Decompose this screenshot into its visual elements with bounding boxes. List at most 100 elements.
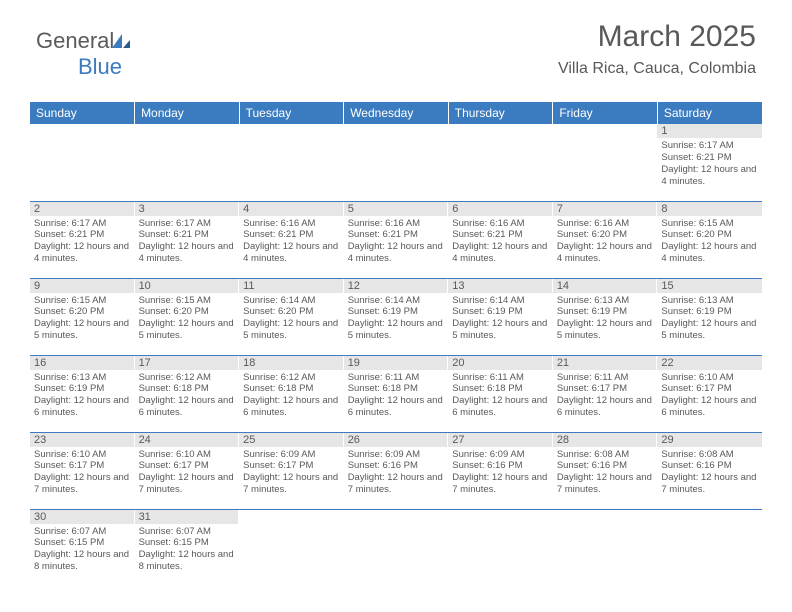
day-details: Sunrise: 6:08 AMSunset: 6:16 PMDaylight:… [553, 447, 658, 499]
day-cell: 23Sunrise: 6:10 AMSunset: 6:17 PMDayligh… [30, 432, 135, 509]
day-details: Sunrise: 6:14 AMSunset: 6:19 PMDaylight:… [344, 293, 449, 345]
weekday-wednesday: Wednesday [344, 102, 449, 124]
day-cell: 20Sunrise: 6:11 AMSunset: 6:18 PMDayligh… [448, 355, 553, 432]
day-details: Sunrise: 6:14 AMSunset: 6:19 PMDaylight:… [448, 293, 553, 345]
day-cell: 26Sunrise: 6:09 AMSunset: 6:16 PMDayligh… [344, 432, 449, 509]
calendar-row: 23Sunrise: 6:10 AMSunset: 6:17 PMDayligh… [30, 432, 762, 509]
day-cell: 29Sunrise: 6:08 AMSunset: 6:16 PMDayligh… [657, 432, 762, 509]
day-number: 30 [30, 510, 135, 524]
day-number: 13 [448, 279, 553, 293]
day-cell: 31Sunrise: 6:07 AMSunset: 6:15 PMDayligh… [135, 509, 240, 586]
day-details: Sunrise: 6:17 AMSunset: 6:21 PMDaylight:… [135, 216, 240, 268]
calendar-row: 9Sunrise: 6:15 AMSunset: 6:20 PMDaylight… [30, 278, 762, 355]
day-cell: 19Sunrise: 6:11 AMSunset: 6:18 PMDayligh… [344, 355, 449, 432]
day-details: Sunrise: 6:17 AMSunset: 6:21 PMDaylight:… [657, 138, 762, 190]
empty-cell [239, 509, 344, 586]
day-cell: 24Sunrise: 6:10 AMSunset: 6:17 PMDayligh… [135, 432, 240, 509]
day-number: 24 [135, 433, 240, 447]
day-number: 14 [553, 279, 658, 293]
empty-cell [553, 124, 658, 201]
day-number: 6 [448, 202, 553, 216]
day-cell: 9Sunrise: 6:15 AMSunset: 6:20 PMDaylight… [30, 278, 135, 355]
day-details: Sunrise: 6:15 AMSunset: 6:20 PMDaylight:… [657, 216, 762, 268]
day-details: Sunrise: 6:11 AMSunset: 6:18 PMDaylight:… [448, 370, 553, 422]
day-cell: 17Sunrise: 6:12 AMSunset: 6:18 PMDayligh… [135, 355, 240, 432]
day-details: Sunrise: 6:11 AMSunset: 6:18 PMDaylight:… [344, 370, 449, 422]
logo-sail-icon [110, 32, 132, 50]
title-block: March 2025 Villa Rica, Cauca, Colombia [558, 20, 756, 78]
day-cell: 14Sunrise: 6:13 AMSunset: 6:19 PMDayligh… [553, 278, 658, 355]
day-cell: 25Sunrise: 6:09 AMSunset: 6:17 PMDayligh… [239, 432, 344, 509]
day-cell: 8Sunrise: 6:15 AMSunset: 6:20 PMDaylight… [657, 201, 762, 278]
day-details: Sunrise: 6:10 AMSunset: 6:17 PMDaylight:… [657, 370, 762, 422]
day-cell: 12Sunrise: 6:14 AMSunset: 6:19 PMDayligh… [344, 278, 449, 355]
calendar-row: 1Sunrise: 6:17 AMSunset: 6:21 PMDaylight… [30, 124, 762, 201]
day-number: 21 [553, 356, 658, 370]
day-details: Sunrise: 6:15 AMSunset: 6:20 PMDaylight:… [135, 293, 240, 345]
day-details: Sunrise: 6:07 AMSunset: 6:15 PMDaylight:… [30, 524, 135, 576]
day-details: Sunrise: 6:12 AMSunset: 6:18 PMDaylight:… [135, 370, 240, 422]
day-cell: 10Sunrise: 6:15 AMSunset: 6:20 PMDayligh… [135, 278, 240, 355]
weekday-friday: Friday [553, 102, 658, 124]
day-cell: 4Sunrise: 6:16 AMSunset: 6:21 PMDaylight… [239, 201, 344, 278]
logo-text-blue: Blue [78, 54, 122, 80]
day-details: Sunrise: 6:13 AMSunset: 6:19 PMDaylight:… [30, 370, 135, 422]
day-details: Sunrise: 6:07 AMSunset: 6:15 PMDaylight:… [135, 524, 240, 576]
day-cell: 28Sunrise: 6:08 AMSunset: 6:16 PMDayligh… [553, 432, 658, 509]
day-details: Sunrise: 6:13 AMSunset: 6:19 PMDaylight:… [657, 293, 762, 345]
day-details: Sunrise: 6:10 AMSunset: 6:17 PMDaylight:… [135, 447, 240, 499]
empty-cell [553, 509, 658, 586]
day-cell: 22Sunrise: 6:10 AMSunset: 6:17 PMDayligh… [657, 355, 762, 432]
day-details: Sunrise: 6:16 AMSunset: 6:21 PMDaylight:… [239, 216, 344, 268]
logo-text-general: General [36, 28, 114, 53]
day-number: 5 [344, 202, 449, 216]
weekday-header-row: Sunday Monday Tuesday Wednesday Thursday… [30, 102, 762, 124]
day-cell: 13Sunrise: 6:14 AMSunset: 6:19 PMDayligh… [448, 278, 553, 355]
empty-cell [30, 124, 135, 201]
day-number: 31 [135, 510, 240, 524]
logo: General Blue [36, 28, 132, 80]
day-number: 11 [239, 279, 344, 293]
day-details: Sunrise: 6:16 AMSunset: 6:21 PMDaylight:… [344, 216, 449, 268]
day-number: 1 [657, 124, 762, 138]
calendar-row: 16Sunrise: 6:13 AMSunset: 6:19 PMDayligh… [30, 355, 762, 432]
day-cell: 5Sunrise: 6:16 AMSunset: 6:21 PMDaylight… [344, 201, 449, 278]
day-number: 4 [239, 202, 344, 216]
location: Villa Rica, Cauca, Colombia [558, 60, 756, 78]
day-cell: 15Sunrise: 6:13 AMSunset: 6:19 PMDayligh… [657, 278, 762, 355]
day-cell: 18Sunrise: 6:12 AMSunset: 6:18 PMDayligh… [239, 355, 344, 432]
day-details: Sunrise: 6:09 AMSunset: 6:17 PMDaylight:… [239, 447, 344, 499]
day-cell: 1Sunrise: 6:17 AMSunset: 6:21 PMDaylight… [657, 124, 762, 201]
day-number: 8 [657, 202, 762, 216]
day-number: 18 [239, 356, 344, 370]
day-cell: 2Sunrise: 6:17 AMSunset: 6:21 PMDaylight… [30, 201, 135, 278]
day-details: Sunrise: 6:16 AMSunset: 6:21 PMDaylight:… [448, 216, 553, 268]
day-number: 25 [239, 433, 344, 447]
day-number: 22 [657, 356, 762, 370]
calendar-table: Sunday Monday Tuesday Wednesday Thursday… [30, 102, 762, 586]
weekday-sunday: Sunday [30, 102, 135, 124]
empty-cell [448, 124, 553, 201]
weekday-tuesday: Tuesday [239, 102, 344, 124]
day-cell: 11Sunrise: 6:14 AMSunset: 6:20 PMDayligh… [239, 278, 344, 355]
day-cell: 21Sunrise: 6:11 AMSunset: 6:17 PMDayligh… [553, 355, 658, 432]
empty-cell [344, 509, 449, 586]
day-number: 19 [344, 356, 449, 370]
empty-cell [448, 509, 553, 586]
day-number: 26 [344, 433, 449, 447]
month-title: March 2025 [558, 20, 756, 54]
day-details: Sunrise: 6:15 AMSunset: 6:20 PMDaylight:… [30, 293, 135, 345]
day-cell: 3Sunrise: 6:17 AMSunset: 6:21 PMDaylight… [135, 201, 240, 278]
weekday-saturday: Saturday [657, 102, 762, 124]
empty-cell [344, 124, 449, 201]
weekday-thursday: Thursday [448, 102, 553, 124]
day-cell: 6Sunrise: 6:16 AMSunset: 6:21 PMDaylight… [448, 201, 553, 278]
day-details: Sunrise: 6:09 AMSunset: 6:16 PMDaylight:… [448, 447, 553, 499]
day-number: 12 [344, 279, 449, 293]
day-details: Sunrise: 6:10 AMSunset: 6:17 PMDaylight:… [30, 447, 135, 499]
day-details: Sunrise: 6:16 AMSunset: 6:20 PMDaylight:… [553, 216, 658, 268]
day-details: Sunrise: 6:13 AMSunset: 6:19 PMDaylight:… [553, 293, 658, 345]
day-number: 10 [135, 279, 240, 293]
day-cell: 16Sunrise: 6:13 AMSunset: 6:19 PMDayligh… [30, 355, 135, 432]
day-details: Sunrise: 6:12 AMSunset: 6:18 PMDaylight:… [239, 370, 344, 422]
